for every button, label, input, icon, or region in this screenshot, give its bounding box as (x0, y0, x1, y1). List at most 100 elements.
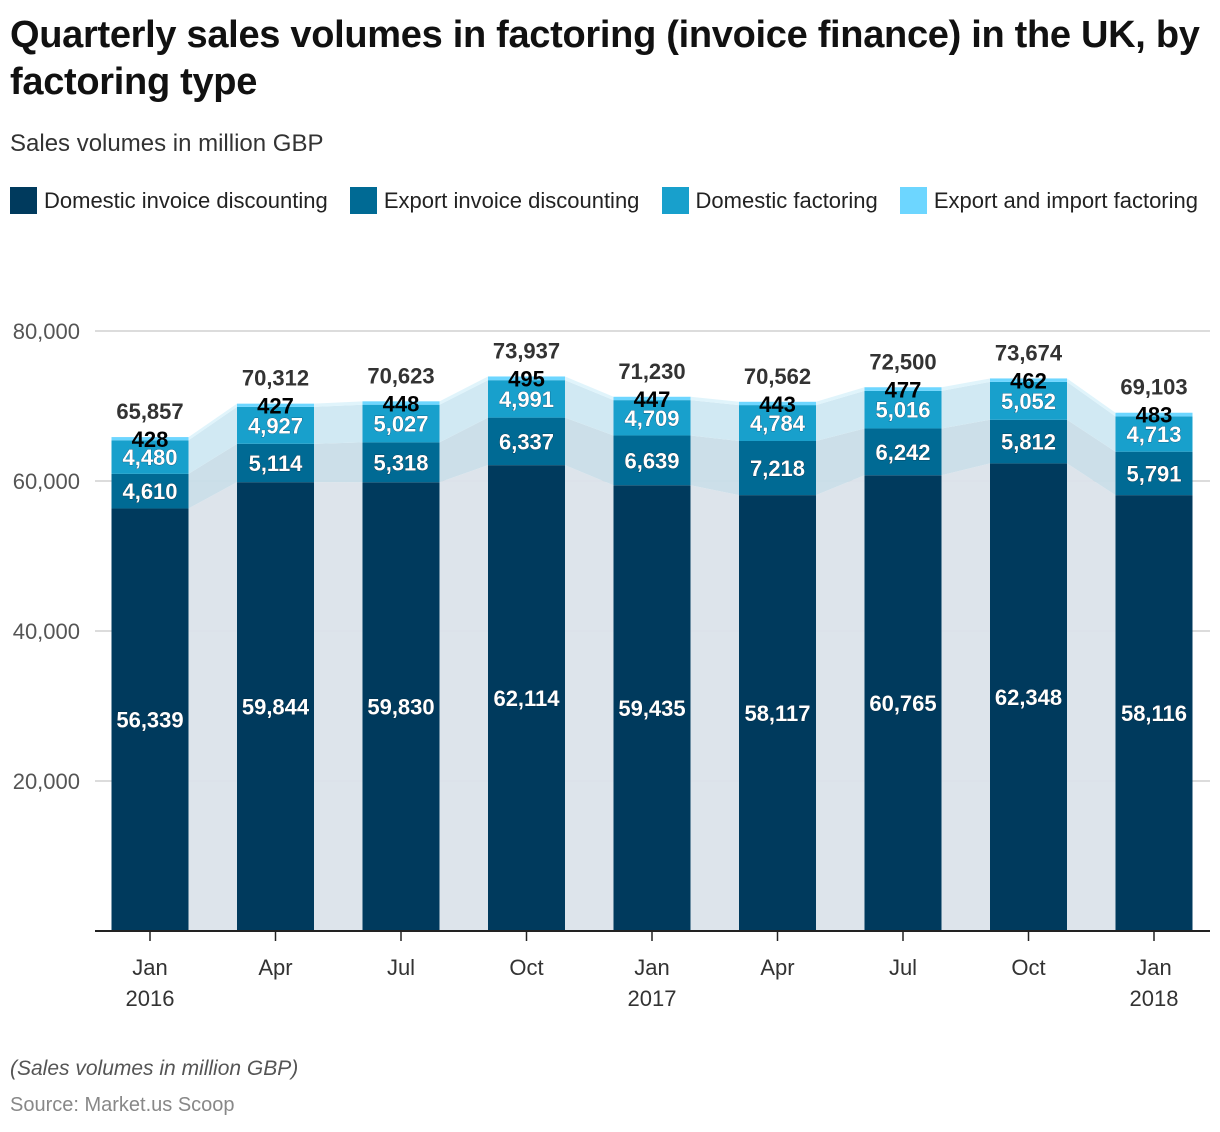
data-label: 6,337 (499, 429, 554, 454)
data-label: 59,844 (242, 695, 310, 720)
data-label: 4,927 (248, 413, 303, 438)
data-label: 5,052 (1001, 389, 1056, 414)
y-tick-label: 20,000 (13, 769, 80, 794)
legend-item-domestic-invoice-discounting[interactable]: Domestic invoice discounting (10, 187, 334, 214)
connector-band (1067, 378, 1116, 417)
connector-band (690, 435, 739, 496)
bar-segment (864, 387, 942, 391)
connector-band (941, 381, 990, 429)
data-label: 4,480 (122, 445, 177, 470)
bar-segment (362, 401, 440, 405)
bar-segment (111, 440, 189, 474)
bar-segment (613, 396, 691, 401)
stacked-bar-chart: 20,000 40,000 60,000 80,000 56,339 4,610 4,48… (13, 319, 1210, 1011)
bar-segment (488, 376, 565, 381)
legend-label: Domestic factoring (695, 188, 878, 213)
connector-band (941, 378, 990, 391)
bars (111, 376, 1193, 931)
data-label: 5,027 (373, 412, 428, 437)
data-label: 448 (383, 391, 420, 416)
bar-segment (864, 390, 942, 429)
connector-band (816, 390, 865, 441)
legend: Domestic invoice discounting Export invo… (10, 183, 1215, 219)
data-label: 59,830 (367, 695, 434, 720)
bar-segment (488, 417, 565, 466)
connector-band (565, 417, 614, 486)
bar-segment (739, 440, 816, 496)
x-tick-year-label: 2017 (628, 986, 677, 1011)
data-label: 5,114 (249, 451, 304, 476)
data-label: 58,116 (1121, 701, 1187, 726)
x-tick-label: Apr (258, 955, 292, 980)
x-tick-label: Jan (132, 955, 167, 980)
legend-item-domestic-factoring[interactable]: Domestic factoring (661, 187, 884, 214)
x-tick-label: Jul (387, 955, 415, 980)
legend-label: Export and import factoring (933, 188, 1198, 213)
bar-segment (362, 482, 440, 931)
data-label: 428 (132, 427, 169, 452)
connector-band (690, 485, 739, 931)
bar-segment (1115, 412, 1193, 417)
total-label: 73,674 (995, 340, 1063, 365)
legend-item-export-import-factoring[interactable]: Export and import factoring (899, 187, 1198, 214)
bar-segment (237, 482, 314, 931)
data-label: 5,812 (1001, 430, 1056, 455)
bar-segment (613, 435, 691, 486)
bar-segment (1115, 495, 1193, 931)
connector-band (188, 443, 237, 509)
x-tick-label: Jan (634, 955, 669, 980)
bar-segment (237, 403, 314, 407)
bar-segment (864, 475, 942, 931)
bar-segment (864, 428, 942, 476)
data-label: 4,610 (122, 479, 177, 504)
connector-band (565, 376, 614, 401)
data-label: 4,713 (1126, 422, 1181, 447)
bar-segment (990, 378, 1067, 382)
bar-segment (488, 465, 565, 931)
data-label: 62,114 (493, 686, 560, 711)
connector-band (439, 465, 488, 931)
legend-swatch-icon (661, 187, 689, 214)
bar-segment (237, 406, 314, 444)
legend-label: Export invoice discounting (383, 188, 640, 213)
bar-segment (613, 400, 691, 436)
legend-label: Domestic invoice discounting (44, 188, 328, 213)
connector-band (314, 401, 363, 407)
connector-band (941, 463, 990, 931)
chart-title: Quarterly sales volumes in factoring (in… (10, 14, 1200, 103)
y-tick-label: 40,000 (13, 619, 80, 644)
data-label: 427 (257, 394, 294, 419)
data-label: 62,348 (995, 685, 1062, 710)
connector-band (314, 442, 363, 483)
connector-band (1067, 381, 1116, 452)
data-label: 462 (1010, 368, 1047, 393)
connector-band (690, 400, 739, 441)
y-tick-label: 60,000 (13, 469, 80, 494)
bar-segment (739, 401, 816, 406)
bar-segment (613, 485, 691, 931)
data-label: 7,218 (750, 456, 805, 481)
connector-band (439, 376, 488, 405)
total-label: 65,857 (116, 399, 183, 424)
data-label: 443 (759, 392, 796, 417)
data-label: 56,339 (116, 708, 183, 733)
data-label: 59,435 (618, 696, 685, 721)
connector-band (188, 406, 237, 474)
legend-item-export-invoice-discounting[interactable]: Export invoice discounting (349, 187, 646, 214)
source-note: Source: Market.us Scoop (10, 1094, 235, 1116)
bar-segment (237, 443, 314, 483)
data-label: 6,639 (624, 448, 679, 473)
bar-segment (111, 508, 189, 931)
connector-band (1067, 463, 1116, 931)
bar-segment (990, 419, 1067, 464)
connector-band (439, 417, 488, 483)
x-tick-year-label: 2018 (1130, 986, 1179, 1011)
data-label: 495 (508, 366, 545, 391)
connector-band (314, 482, 363, 931)
connector-band (941, 419, 990, 476)
data-label: 4,709 (624, 406, 679, 431)
total-label: 70,562 (744, 364, 811, 389)
connector-band (565, 380, 614, 436)
data-label: 483 (1136, 403, 1173, 428)
